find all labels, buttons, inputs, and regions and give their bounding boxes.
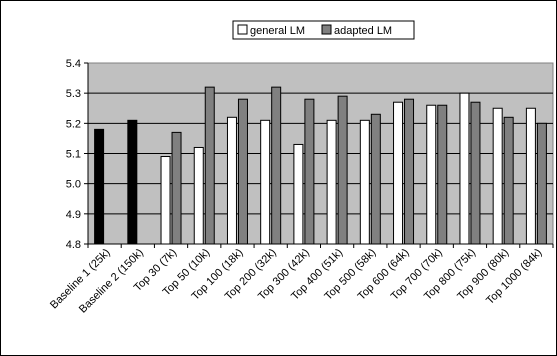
bar-adapted-lm: [370, 113, 381, 245]
bar-adapted-lm: [304, 98, 315, 245]
bar-general-lm: [525, 107, 536, 245]
bar-adapted-lm: [204, 86, 215, 245]
bar-adapted-lm: [536, 122, 547, 245]
bar-general-lm: [393, 101, 404, 245]
bar-general-lm: [426, 104, 437, 245]
bars: [94, 86, 547, 245]
bar-general-lm: [193, 146, 204, 245]
bar-general-lm: [492, 107, 503, 245]
bar-adapted-lm: [237, 98, 248, 245]
legend-swatch-general-lm: [237, 24, 248, 35]
y-tick-label: 5.1: [66, 149, 81, 161]
y-tick-label: 5.4: [66, 58, 81, 70]
bar-adapted-lm: [337, 95, 348, 245]
y-tick-label: 4.9: [66, 209, 81, 221]
bar-general-lm: [226, 116, 237, 245]
bar-adapted-lm: [171, 131, 182, 245]
bar-general-lm: [260, 119, 271, 245]
legend-label-adapted-lm: adapted LM: [334, 25, 392, 37]
bar-adapted-lm: [503, 116, 514, 245]
bar-adapted-lm: [404, 98, 415, 245]
bar-baseline: [127, 119, 138, 245]
y-tick-label: 5.0: [66, 179, 81, 191]
bar-general-lm: [160, 156, 171, 245]
legend-swatch-adapted-lm: [321, 24, 332, 35]
y-tick-label: 5.2: [66, 118, 81, 130]
legend: general LM adapted LM: [232, 20, 415, 40]
bar-baseline: [94, 128, 105, 245]
y-tick-label: 5.3: [66, 88, 81, 100]
bar-adapted-lm: [271, 86, 282, 245]
bar-adapted-lm: [470, 101, 481, 245]
legend-label-general-lm: general LM: [250, 25, 305, 37]
y-axis: 4.8 4.9 5.0 5.1 5.2 5.3 5.4: [66, 58, 89, 251]
bar-adapted-lm: [437, 104, 448, 245]
bar-general-lm: [459, 92, 470, 245]
y-tick-label: 4.8: [66, 239, 81, 251]
bar-general-lm: [359, 119, 370, 245]
bar-general-lm: [326, 119, 337, 245]
bar-general-lm: [293, 143, 304, 245]
